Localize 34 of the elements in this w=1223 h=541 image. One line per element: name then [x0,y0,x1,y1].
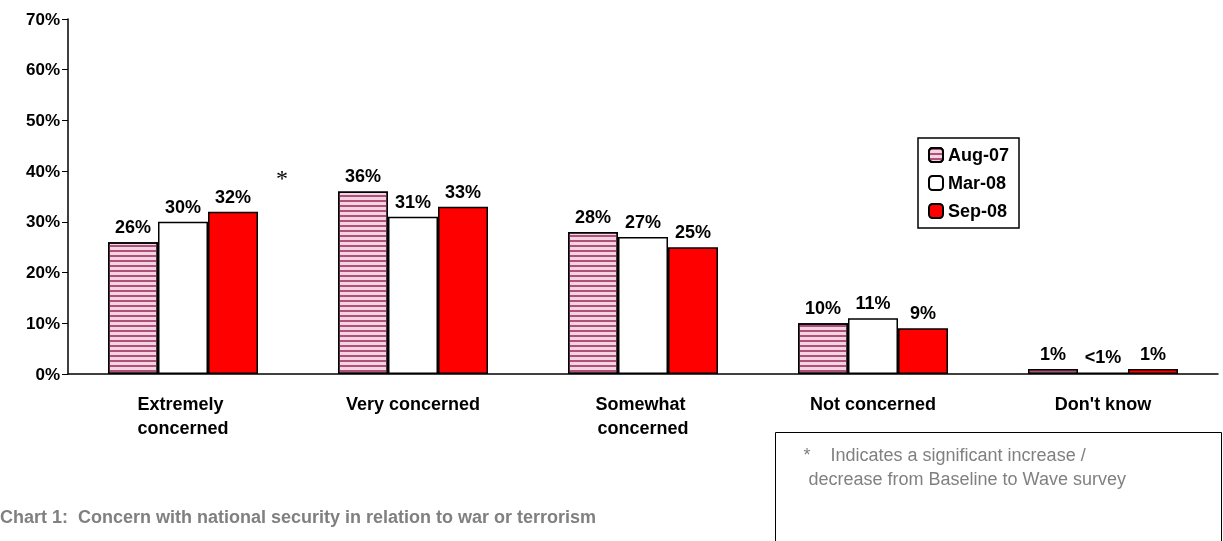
y-tick-label: 40% [25,161,60,181]
data-label: 11% [855,293,891,314]
x-tick-label: Somewhat concerned [595,394,691,438]
y-tick-label: 10% [25,313,60,333]
data-label: 10% [804,298,842,319]
y-tick-label: 0% [35,364,60,384]
legend-label: Sep-08 [948,201,1008,221]
data-label: 32% [214,186,252,207]
legend-label: Mar-08 [948,173,1007,193]
y-tick-label: 50% [25,110,60,130]
x-tick-label: Not concerned [809,394,937,414]
x-tick-label: Don't know [1054,394,1153,414]
text: Chart 1: Concern with national security in relation to war or terrorism [0,507,597,527]
y-tick-label: 70% [25,9,60,29]
data-label: 31% [394,191,432,212]
data-label: 27% [624,212,662,233]
x-tick-label: Very concerned [345,394,481,414]
y-tick-label: 20% [25,263,60,283]
data-label: 9% [909,303,937,324]
x-tick-label: Extremely concerned [137,394,229,438]
data-label: 1% [1139,343,1167,364]
data-label: 30% [164,196,202,217]
data-label: <1% [1084,347,1122,368]
y-tick-label: 30% [25,212,60,232]
text: * Indicates a significant increase / decrease from Baseline to Wave survey [803,444,1126,489]
data-label: 33% [444,181,482,202]
y-tick-label: 60% [25,60,60,80]
annotation: * [276,165,288,191]
data-label: 36% [344,166,382,187]
legend-label: Aug-07 [948,145,1010,165]
data-label: 25% [674,222,712,243]
data-label: 28% [574,207,612,227]
data-label: 1% [1039,343,1067,364]
data-label: 26% [114,217,152,238]
